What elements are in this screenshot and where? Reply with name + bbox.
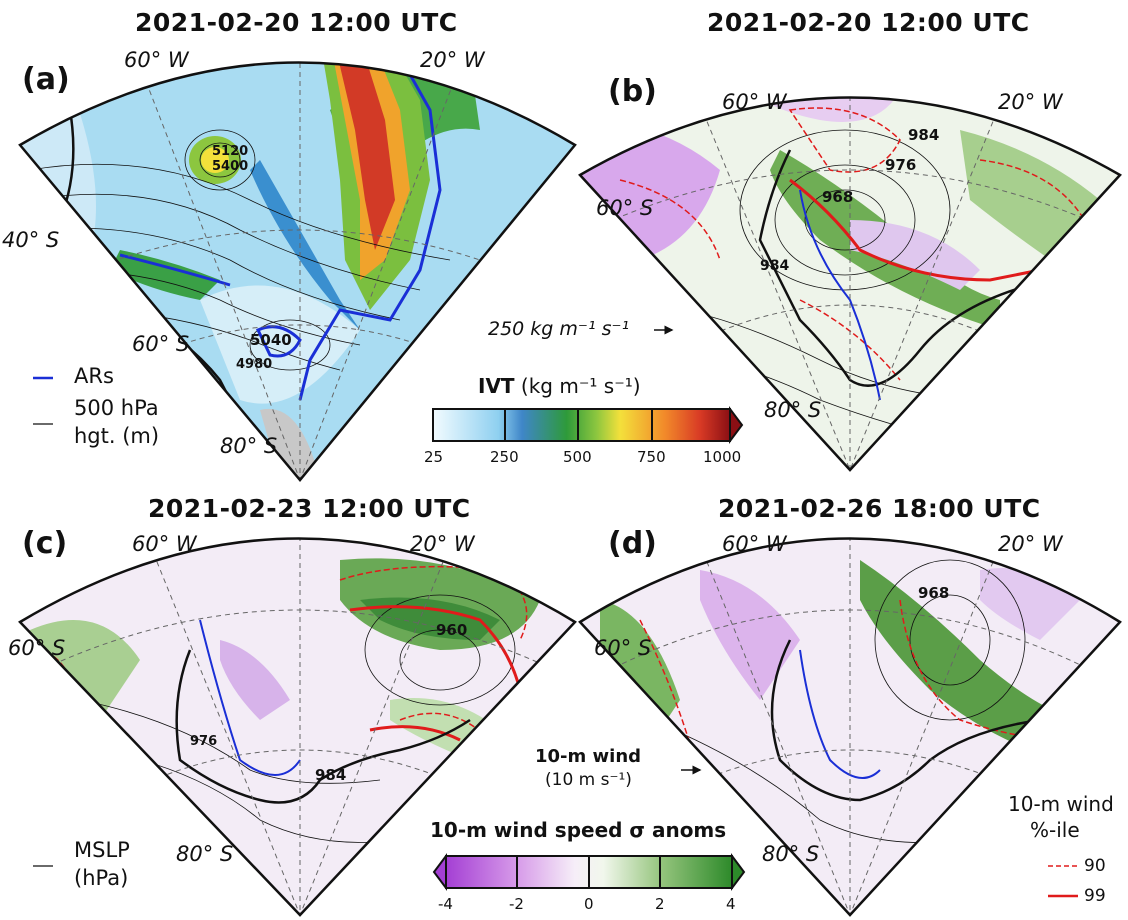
- panel-a-frame: [18, 61, 577, 482]
- panel-d-lat-label: 80° S: [762, 842, 820, 866]
- hgt-legend-label-1: 500 hPa: [74, 396, 159, 420]
- panel-b-lat-label: 60° S: [596, 196, 654, 220]
- panel-d-lat-label: 60° S: [594, 636, 652, 660]
- panel-b-contour-label: 976: [885, 156, 916, 174]
- pct-legend-title-1: 10-m wind: [1008, 792, 1114, 816]
- ivt-colorbar-label-units: (kg m⁻¹ s⁻¹): [520, 374, 641, 398]
- panel-a-contour-label: 5400: [212, 159, 248, 174]
- panel-c-frame: [18, 537, 577, 917]
- panel-a-contour-label: 4980: [236, 357, 272, 372]
- ivt-colorbar: [432, 406, 744, 444]
- panel-c-contour-label: 960: [436, 621, 467, 639]
- panel-b-contour-label: 984: [760, 258, 789, 274]
- panel-a-contour-label: 5040: [250, 331, 292, 349]
- panel-a-lon-label: 60° W: [124, 48, 189, 72]
- panel-a-lat-label: 60° S: [132, 332, 190, 356]
- ivt-tick: 250: [490, 448, 519, 466]
- panel-b-lat-label: 80° S: [764, 398, 822, 422]
- panel-c-letter: (c): [22, 526, 68, 561]
- mslp-legend-label-2: (hPa): [74, 866, 129, 890]
- panel-c-lat-label: 60° S: [8, 636, 66, 660]
- wind-reference-label-1: 10-m wind: [535, 746, 642, 767]
- panel-c-lon-label: 20° W: [410, 532, 475, 556]
- panel-a-title: 2021-02-20 12:00 UTC: [135, 8, 458, 37]
- panel-a-lat-label: 40° S: [2, 228, 60, 252]
- panel-b-frame: [578, 96, 1122, 472]
- wind-colorbar: [432, 853, 746, 891]
- panel-a-contour-label: 5120: [212, 144, 248, 159]
- panel-d-lon-label: 20° W: [998, 532, 1063, 556]
- ivt-colorbar-label-bold: IVT: [478, 374, 515, 398]
- p99-legend-label: 99: [1084, 886, 1106, 906]
- panel-d-frame: [578, 537, 1122, 917]
- ivt-reference-label: 250 kg m⁻¹ s⁻¹: [488, 318, 630, 340]
- panel-d-letter: (d): [608, 526, 657, 561]
- panel-b-lon-label: 60° W: [722, 90, 787, 114]
- ivt-tick: 1000: [703, 448, 742, 466]
- panel-c-title: 2021-02-23 12:00 UTC: [148, 494, 471, 523]
- panel-c-contour-label: 976: [190, 734, 217, 749]
- panel-a-lon-label: 20° W: [420, 48, 485, 72]
- panel-b-contour-label: 984: [908, 126, 939, 144]
- panel-a-letter: (a): [22, 62, 70, 97]
- wind-tick: -2: [509, 895, 524, 913]
- panel-d-title: 2021-02-26 18:00 UTC: [718, 494, 1041, 523]
- ivt-tick: 500: [563, 448, 592, 466]
- wind-tick: 2: [655, 895, 665, 913]
- pct-legend-title-2: %-ile: [1030, 818, 1080, 842]
- wind-tick: -4: [438, 895, 453, 913]
- wind-tick: 0: [584, 895, 594, 913]
- panel-c-lat-label: 80° S: [176, 842, 234, 866]
- panel-c-lon-label: 60° W: [132, 532, 197, 556]
- panel-b-lon-label: 20° W: [998, 90, 1063, 114]
- hgt-legend-label-2: hgt. (m): [74, 424, 160, 448]
- panel-d-lon-label: 60° W: [722, 532, 787, 556]
- panel-d-contour-label: 968: [918, 584, 949, 602]
- wind-colorbar-label: 10-m wind speed σ anoms: [430, 818, 727, 842]
- panel-b-contour-label: 968: [822, 188, 853, 206]
- panel-a-lat-label: 80° S: [220, 434, 278, 458]
- p90-legend-label: 90: [1084, 856, 1106, 876]
- wind-tick: 4: [726, 895, 736, 913]
- ivt-tick: 25: [424, 448, 444, 466]
- mslp-legend-label-1: MSLP: [74, 838, 130, 862]
- wind-reference-label-2: (10 m s⁻¹): [545, 770, 632, 790]
- ivt-tick: 750: [637, 448, 666, 466]
- panel-b-letter: (b): [608, 74, 657, 109]
- ivt-colorbar-label: IVT (kg m⁻¹ s⁻¹): [478, 374, 641, 398]
- panel-c-contour-label: 984: [315, 766, 346, 784]
- panel-b-title: 2021-02-20 12:00 UTC: [707, 8, 1030, 37]
- ar-legend-label: ARs: [74, 364, 114, 388]
